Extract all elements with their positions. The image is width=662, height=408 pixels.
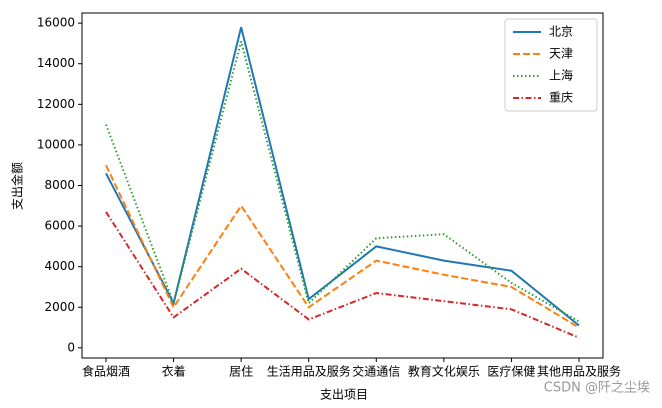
x-tick-label: 居住	[229, 365, 253, 379]
y-tick-label: 10000	[37, 137, 75, 151]
y-tick-label: 2000	[44, 300, 75, 314]
y-axis-label: 支出金额	[10, 162, 25, 210]
line-series	[105, 211, 580, 339]
y-tick-label: 0	[67, 340, 75, 354]
x-tick-label: 教育文化娱乐	[408, 364, 480, 379]
y-tick-label: 6000	[44, 219, 75, 233]
y-tick-label: 16000	[37, 16, 75, 30]
watermark: CSDN @阡之尘埃	[544, 381, 650, 396]
x-tick-label: 衣着	[162, 364, 186, 379]
line-series	[105, 164, 580, 329]
x-tick-label: 生活用品及服务	[267, 364, 351, 379]
legend-label: 上海	[549, 68, 573, 83]
y-tick-label: 12000	[37, 97, 75, 111]
legend-frame	[504, 18, 598, 112]
x-tick-label: 交通通信	[352, 364, 400, 379]
line-series	[105, 41, 580, 323]
legend-label: 重庆	[549, 91, 573, 105]
legend-label: 天津	[549, 47, 573, 61]
plot-frame	[81, 12, 604, 359]
x-tick-label: 食品烟酒	[82, 364, 130, 379]
y-tick-label: 8000	[44, 178, 75, 192]
line-series	[105, 26, 580, 327]
legend-label: 北京	[549, 25, 573, 39]
x-tick-label: 医疗保健	[487, 365, 535, 379]
x-axis-label: 支出项目	[320, 388, 368, 402]
x-tick-label: 其他用品及服务	[537, 364, 621, 379]
y-tick-label: 14000	[37, 56, 75, 70]
y-tick-label: 4000	[44, 259, 75, 273]
